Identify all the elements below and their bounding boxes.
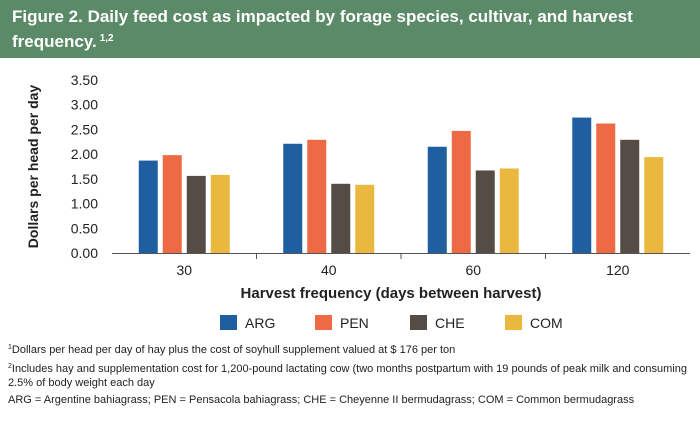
footnote-abbreviations: ARG = Argentine bahiagrass; PEN = Pensac… xyxy=(8,393,692,407)
bar-pen-40 xyxy=(307,139,327,253)
figure-title-superscript: 1,2 xyxy=(99,33,114,44)
bar-chart: 0.00 0.50 1.00 1.50 2.00 2.50 3.00 3.50 Dollars … xyxy=(25,72,690,331)
y-tick-label: 1.00 xyxy=(71,196,98,212)
x-axis-label: Harvest frequency (days between harvest) xyxy=(241,285,542,302)
footnote-1: 1Dollars per head per day of hay plus th… xyxy=(8,341,692,357)
bar-che-120 xyxy=(620,139,640,253)
legend-label-com: COM xyxy=(530,315,563,331)
footnotes: 1Dollars per head per day of hay plus th… xyxy=(8,341,692,410)
y-tick-label: 2.00 xyxy=(71,146,98,162)
bar-pen-60 xyxy=(451,130,471,253)
figure-title-text: Figure 2. Daily feed cost as impacted by… xyxy=(12,7,633,51)
bar-che-60 xyxy=(475,170,495,253)
bar-pen-120 xyxy=(596,123,616,253)
x-tick-label: 30 xyxy=(176,262,192,278)
bar-pen-30 xyxy=(162,155,182,253)
legend-swatch-pen xyxy=(315,315,332,330)
x-tick-label: 60 xyxy=(465,262,481,278)
bar-che-40 xyxy=(331,183,351,253)
bar-che-30 xyxy=(186,175,206,253)
y-tick-label: 3.00 xyxy=(71,97,98,113)
y-tick-label: 0.50 xyxy=(71,220,98,236)
footnote-1-marker: 1 xyxy=(8,344,12,351)
bar-com-120 xyxy=(644,157,664,253)
footnote-2-text: Includes hay and supplementation cost fo… xyxy=(8,363,687,389)
footnote-2-marker: 2 xyxy=(8,363,12,370)
y-tick-label: 3.50 xyxy=(71,72,98,88)
legend-label-arg: ARG xyxy=(245,315,275,331)
y-tick-label: 0.00 xyxy=(71,245,98,261)
footnote-abbreviations-text: ARG = Argentine bahiagrass; PEN = Pensac… xyxy=(8,394,635,406)
x-tick-label: 120 xyxy=(606,262,630,278)
legend-swatch-com xyxy=(505,315,522,330)
y-tick-label: 1.50 xyxy=(71,171,98,187)
x-tick-label: 40 xyxy=(321,262,337,278)
figure-banner: Figure 2. Daily feed cost as impacted by… xyxy=(0,0,700,58)
bar-com-30 xyxy=(210,174,230,253)
bar-arg-30 xyxy=(138,160,158,253)
legend-label-pen: PEN xyxy=(340,315,369,331)
bar-arg-120 xyxy=(572,117,592,253)
y-tick-label: 2.50 xyxy=(71,121,98,137)
figure-title: Figure 2. Daily feed cost as impacted by… xyxy=(12,6,682,53)
bar-com-60 xyxy=(499,168,519,253)
footnote-1-text: Dollars per head per day of hay plus the… xyxy=(11,344,456,356)
bar-com-40 xyxy=(355,184,375,253)
bar-arg-40 xyxy=(283,143,303,253)
bar-arg-60 xyxy=(427,146,447,253)
legend-swatch-che xyxy=(410,315,427,330)
y-axis-label: Dollars per head per day xyxy=(25,85,41,249)
legend-swatch-arg xyxy=(220,315,237,330)
footnote-2: 2Includes hay and supplementation cost f… xyxy=(8,360,692,390)
legend-label-che: CHE xyxy=(435,315,465,331)
